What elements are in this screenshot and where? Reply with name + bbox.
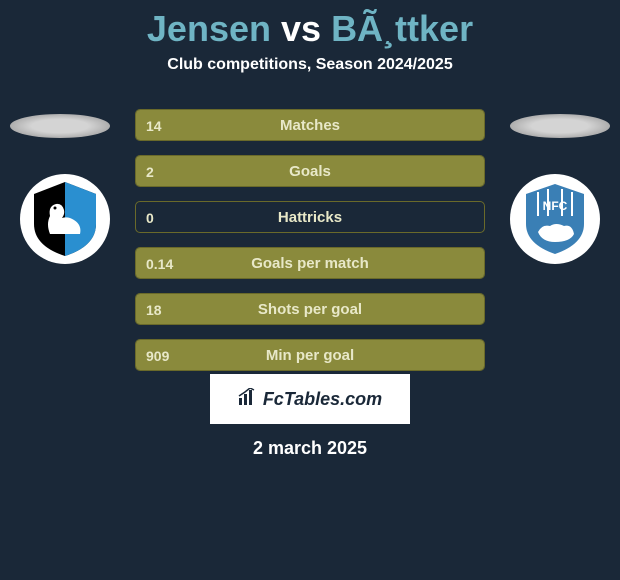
svg-text:NFC: NFC bbox=[543, 199, 568, 213]
stat-bar-row: 2Goals bbox=[135, 155, 485, 187]
stat-bar-row: 14Matches bbox=[135, 109, 485, 141]
swan-shield-icon bbox=[20, 174, 110, 264]
stat-bar-row: 0.14Goals per match bbox=[135, 247, 485, 279]
ellipse-shadow-right bbox=[510, 114, 610, 138]
date-text: 2 march 2025 bbox=[0, 438, 620, 459]
team-badge-right: NFC bbox=[510, 174, 600, 264]
fctables-text: FcTables.com bbox=[263, 389, 382, 410]
stat-label: Goals bbox=[136, 156, 484, 188]
player1-name: Jensen bbox=[147, 8, 271, 49]
comparison-title: Jensen vs BÃ¸ttker bbox=[0, 0, 620, 50]
player2-name: BÃ¸ttker bbox=[331, 8, 473, 49]
stat-label: Goals per match bbox=[136, 248, 484, 280]
stat-bar-row: 18Shots per goal bbox=[135, 293, 485, 325]
stat-label: Hattricks bbox=[136, 202, 484, 234]
stat-label: Matches bbox=[136, 110, 484, 142]
stat-bars: 14Matches 2Goals 0Hattricks 0.14Goals per m… bbox=[135, 109, 485, 385]
team-badge-left bbox=[20, 174, 110, 264]
subtitle: Club competitions, Season 2024/2025 bbox=[0, 56, 620, 74]
stat-label: Min per goal bbox=[136, 340, 484, 372]
ellipse-shadow-left bbox=[10, 114, 110, 138]
vs-text: vs bbox=[281, 8, 321, 49]
bear-shield-icon: NFC bbox=[510, 174, 600, 264]
chart-icon bbox=[238, 388, 258, 411]
stat-bar-row: 0Hattricks bbox=[135, 201, 485, 233]
stat-label: Shots per goal bbox=[136, 294, 484, 326]
stat-bar-row: 909Min per goal bbox=[135, 339, 485, 371]
